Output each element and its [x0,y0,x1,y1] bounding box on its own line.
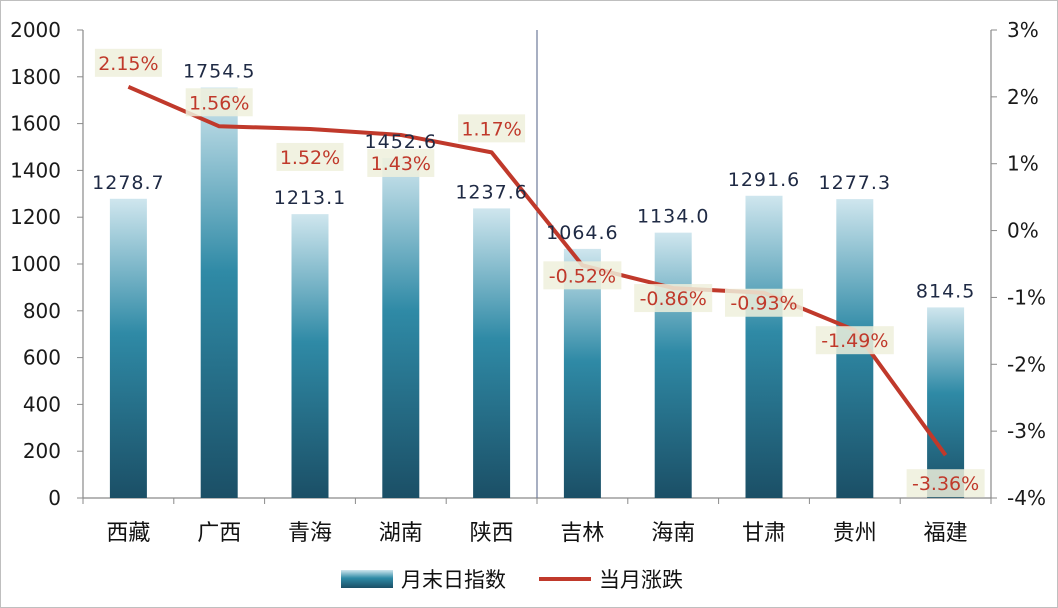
y-right-tick-label: -1% [1007,285,1046,309]
bar-value-label: 1278.7 [92,172,164,194]
pct-value-label: 2.15% [98,53,158,75]
pct-value-label: -1.49% [821,330,888,352]
pct-label-box [815,326,894,355]
line-path [127,84,948,457]
pct-label-box [367,148,435,177]
bar-value-label: 1237.6 [455,181,527,203]
pct-label-box [185,88,253,117]
y-right-tick-label: 0% [1007,219,1039,243]
pct-value-label: -0.86% [640,288,707,310]
bar [745,195,783,498]
pct-label-box [725,288,803,317]
y-left-tick-label: 1600 [10,112,61,136]
x-category-label: 广西 [197,521,241,546]
y-left-tick-label: 600 [23,346,61,370]
pct-value-label: -3.36% [912,473,979,495]
legend-line-label: 当月涨跌 [599,568,683,592]
x-category-label: 福建 [924,521,968,546]
pct-label-box [94,48,162,77]
pct-value-label: -0.52% [549,265,616,287]
bar [654,232,692,499]
y-left-tick-label: 1000 [10,252,61,276]
x-category-label: 青海 [288,521,332,546]
pct-value-label: 1.56% [189,92,249,114]
y-left-tick-label: 1200 [10,205,61,229]
x-category-label: 湖南 [379,521,423,546]
legend-bar-swatch [341,570,393,588]
y-right-tick-label: -4% [1007,486,1046,510]
legend: 月末日指数 当月涨跌 [341,568,683,592]
y-left-tick-label: 1400 [10,158,61,182]
y-right-tick-label: -3% [1007,419,1046,443]
x-category-label: 陕西 [470,521,514,546]
y-left-tick-label: 0 [48,486,61,510]
x-category-label: 甘肃 [742,521,786,546]
bar-value-label: 1134.0 [637,206,709,228]
y-left-tick-label: 2000 [10,18,61,42]
legend-bar-label: 月末日指数 [401,568,506,592]
axes: 0 200 400 600 800 1000 1200 1400 1600 1800 2000 -4%… [10,18,1046,546]
x-category-label: 吉林 [560,521,604,546]
x-category-label: 海南 [651,521,695,546]
y-right-tick-label: 3% [1007,18,1039,42]
bar [473,208,511,498]
pct-label-box [906,469,985,498]
pct-value-label: 1.17% [461,118,521,140]
y-right-tick-label: 1% [1007,152,1039,176]
data-labels: 1278.7 1754.5 1213.1 1452.6 1237.6 1064.6 1134… [92,48,985,498]
bar [382,158,420,498]
x-category-label: 贵州 [833,521,877,546]
pct-value-label: -0.93% [730,293,797,315]
bar-value-label: 1213.1 [274,187,346,209]
y-right-tick-label: -2% [1007,352,1046,376]
bar-value-label: 814.5 [916,280,975,302]
bar [291,214,329,499]
pct-label-box [276,142,344,171]
y-left-tick-label: 800 [23,299,61,323]
y-left-tick-label: 1800 [10,65,61,89]
pct-value-label: 1.52% [280,147,340,169]
pct-value-label: 1.43% [371,153,431,175]
pct-label-box [458,114,526,143]
y-left-tick-label: 400 [23,392,61,416]
y-right-tick-label: 2% [1007,85,1039,109]
bar [927,307,965,498]
y-left-tick-label: 200 [23,439,61,463]
line-series [127,84,948,457]
bar-value-label: 1064.6 [546,222,618,244]
bar-value-label: 1452.6 [365,131,437,153]
bar-value-label: 1277.3 [819,172,891,194]
pct-label-box [634,284,713,313]
bar [109,198,147,499]
bar-series [109,87,965,499]
bar-value-label: 1754.5 [183,60,255,82]
bar [200,87,238,499]
bar-value-label: 1291.6 [728,169,800,191]
pct-label-box [543,261,622,290]
bar [563,248,601,498]
x-category-label: 西藏 [106,521,150,546]
